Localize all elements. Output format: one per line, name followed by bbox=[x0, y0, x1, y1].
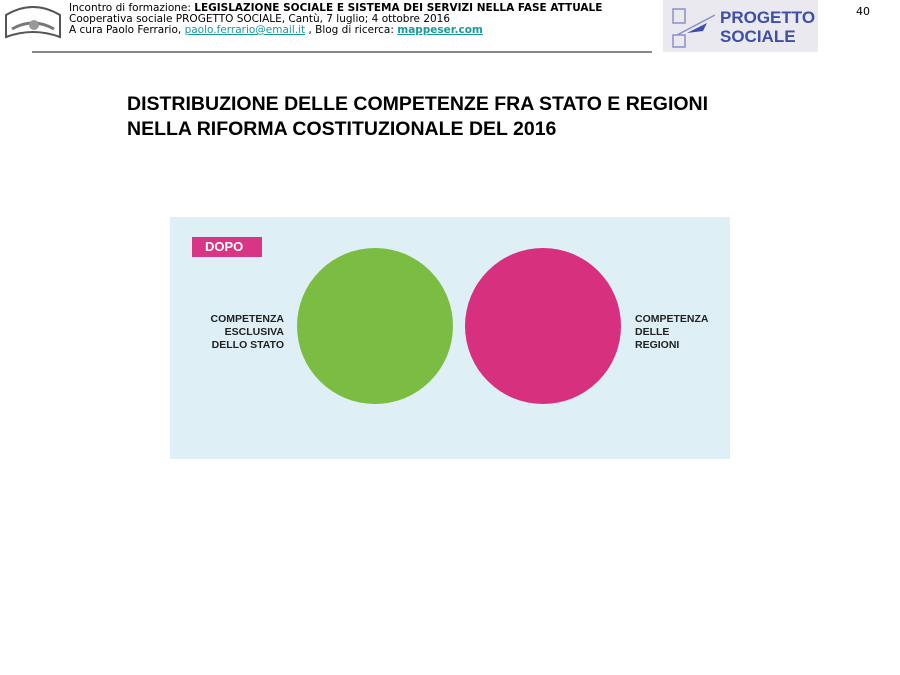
blog-link[interactable]: mappeser.com bbox=[397, 24, 483, 36]
blog-label: , Blog di ricerca: bbox=[305, 24, 398, 36]
title-line: DISTRIBUZIONE DELLE COMPETENZE FRA STATO… bbox=[127, 93, 709, 115]
logo-text: SOCIALE bbox=[720, 27, 796, 46]
header-divider bbox=[32, 51, 652, 53]
logo-text: PROGETTO bbox=[720, 8, 816, 27]
slide-title: DISTRIBUZIONE DELLE COMPETENZE FRA STATO… bbox=[127, 92, 708, 142]
state-circle bbox=[297, 248, 453, 404]
author-label: A cura Paolo Ferrario, bbox=[69, 24, 185, 36]
page-number: 40 bbox=[856, 5, 870, 18]
title-line: NELLA RIFORMA COSTITUZIONALE DEL 2016 bbox=[127, 118, 557, 140]
email-link[interactable]: paolo.ferrario@email.it bbox=[184, 24, 306, 36]
event-title: LEGISLAZIONE SOCIALE E SISTEMA DEI SERVI… bbox=[194, 2, 603, 14]
header-info: Incontro di formazione: LEGISLAZIONE SOC… bbox=[69, 3, 602, 36]
regions-label: COMPETENZA DELLE REGIONI bbox=[635, 313, 709, 352]
state-label: COMPETENZA ESCLUSIVA DELLO STATO bbox=[190, 313, 285, 352]
label-line: COMPETENZA bbox=[635, 313, 709, 325]
label-line: ESCLUSIVA bbox=[224, 326, 284, 338]
label-line: COMPETENZA bbox=[210, 313, 285, 325]
progetto-sociale-logo: PROGETTO SOCIALE bbox=[663, 0, 818, 52]
regions-circle bbox=[465, 248, 621, 404]
label-line: REGIONI bbox=[635, 339, 680, 351]
competence-figure: DOPO COMPETENZA ESCLUSIVA DELLO STATO CO… bbox=[170, 217, 730, 459]
label-line: DELLE bbox=[635, 326, 670, 338]
dopo-tag: DOPO bbox=[192, 237, 262, 257]
handshake-logo bbox=[5, 6, 61, 39]
logo-mark-icon bbox=[672, 8, 716, 48]
event-label: Incontro di formazione: bbox=[69, 2, 195, 14]
organizer-line: Cooperativa sociale PROGETTO SOCIALE, Ca… bbox=[69, 13, 451, 25]
label-line: DELLO STATO bbox=[211, 339, 284, 351]
